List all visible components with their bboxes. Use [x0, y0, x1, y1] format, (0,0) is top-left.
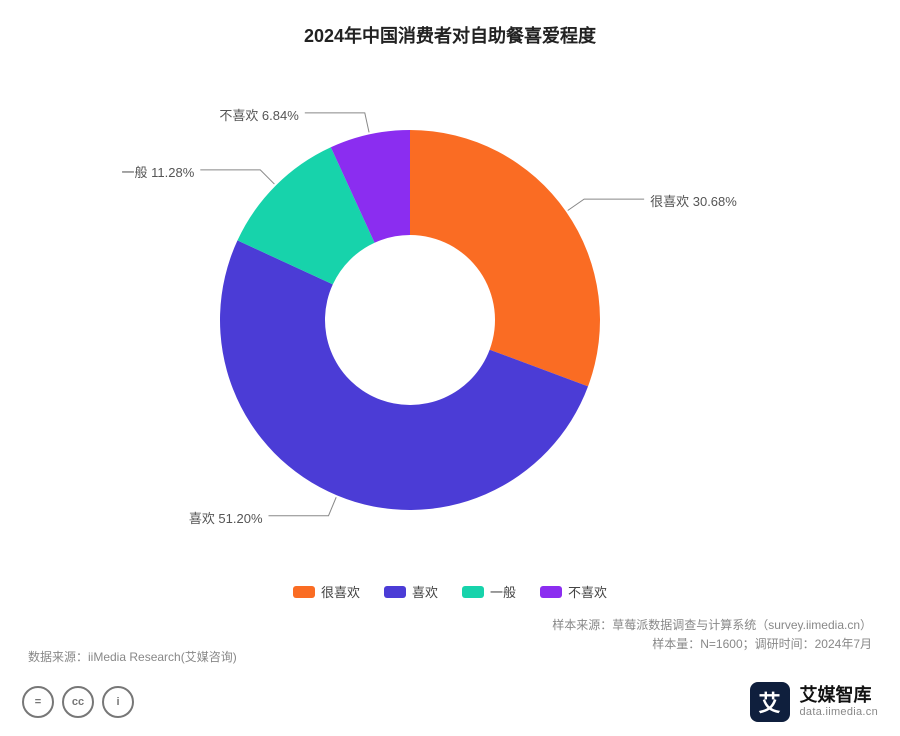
- license-badges: = cc i: [22, 686, 134, 718]
- leader-line: [305, 113, 369, 133]
- legend-item-喜欢: 喜欢: [384, 582, 438, 601]
- leader-line: [568, 199, 644, 210]
- brand-name: 艾媒智库: [800, 685, 879, 706]
- legend-label: 一般: [490, 582, 516, 601]
- footnote-left: 数据来源：iiMedia Research(艾媒咨询): [28, 648, 237, 665]
- legend-swatch-icon: [462, 586, 484, 598]
- slice-label-一般: 一般 11.28%: [122, 162, 195, 181]
- footnote-right: 样本来源：草莓派数据调查与计算系统（survey.iimedia.cn） 样本量…: [552, 616, 872, 654]
- legend-swatch-icon: [540, 586, 562, 598]
- page-root: 2024年中国消费者对自助餐喜爱程度 很喜欢 30.68%喜欢 51.20%一般…: [0, 0, 900, 736]
- slice-label-喜欢: 喜欢 51.20%: [189, 508, 263, 527]
- legend-item-不喜欢: 不喜欢: [540, 582, 607, 601]
- footnote-sample-source: 样本来源：草莓派数据调查与计算系统（survey.iimedia.cn）: [552, 616, 872, 635]
- legend-label: 不喜欢: [568, 582, 607, 601]
- leader-line: [269, 497, 337, 515]
- legend-swatch-icon: [384, 586, 406, 598]
- license-equals-icon: =: [22, 686, 54, 718]
- brand-text: 艾媒智库 data.iimedia.cn: [800, 685, 879, 718]
- legend-label: 喜欢: [412, 582, 438, 601]
- slice-label-不喜欢: 不喜欢 6.84%: [219, 105, 298, 124]
- license-cc-icon: cc: [62, 686, 94, 718]
- legend-item-一般: 一般: [462, 582, 516, 601]
- slice-很喜欢: [410, 130, 600, 386]
- brand-block: 艾 艾媒智库 data.iimedia.cn: [750, 682, 879, 722]
- legend: 很喜欢 喜欢 一般 不喜欢: [0, 582, 900, 603]
- license-by-icon: i: [102, 686, 134, 718]
- brand-logo-icon: 艾: [750, 682, 790, 722]
- leader-line: [200, 170, 274, 184]
- brand-url: data.iimedia.cn: [800, 706, 879, 719]
- footnote-sample-size: 样本量：N=1600；调研时间：2024年7月: [552, 635, 872, 654]
- legend-label: 很喜欢: [321, 582, 360, 601]
- legend-item-很喜欢: 很喜欢: [293, 582, 360, 601]
- legend-swatch-icon: [293, 586, 315, 598]
- slice-label-很喜欢: 很喜欢 30.68%: [650, 191, 737, 210]
